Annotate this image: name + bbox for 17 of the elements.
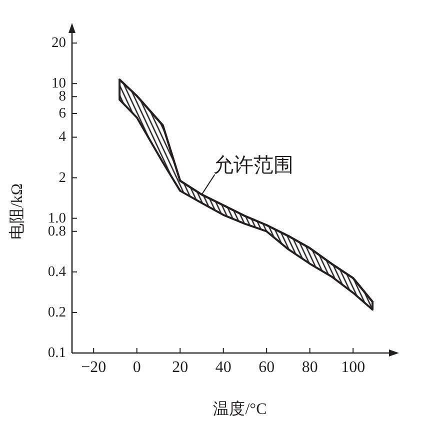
y-tick-label: 20: [52, 35, 66, 52]
x-tick-label: 60: [258, 359, 275, 376]
y-tick-label: 0.1: [48, 345, 66, 361]
x-tick-label: 0: [132, 359, 141, 376]
y-tick-label: 4: [58, 129, 66, 146]
x-tick-label: 100: [341, 359, 366, 376]
x-tick-label: 20: [172, 359, 188, 376]
x-axis-title: 温度/°C: [213, 401, 267, 418]
y-axis-title: 电阻/kΩ: [9, 183, 26, 240]
y-tick-label: 2: [58, 170, 66, 186]
y-tick-label: 6: [58, 105, 66, 122]
x-tick-label: 40: [215, 359, 232, 376]
x-tick-label: 80: [302, 359, 318, 376]
x-tick-label: −20: [81, 359, 106, 376]
y-tick-label: 0.4: [48, 264, 66, 280]
annotation: 允许范围: [214, 154, 294, 177]
y-tick-label: 0.2: [48, 304, 66, 320]
